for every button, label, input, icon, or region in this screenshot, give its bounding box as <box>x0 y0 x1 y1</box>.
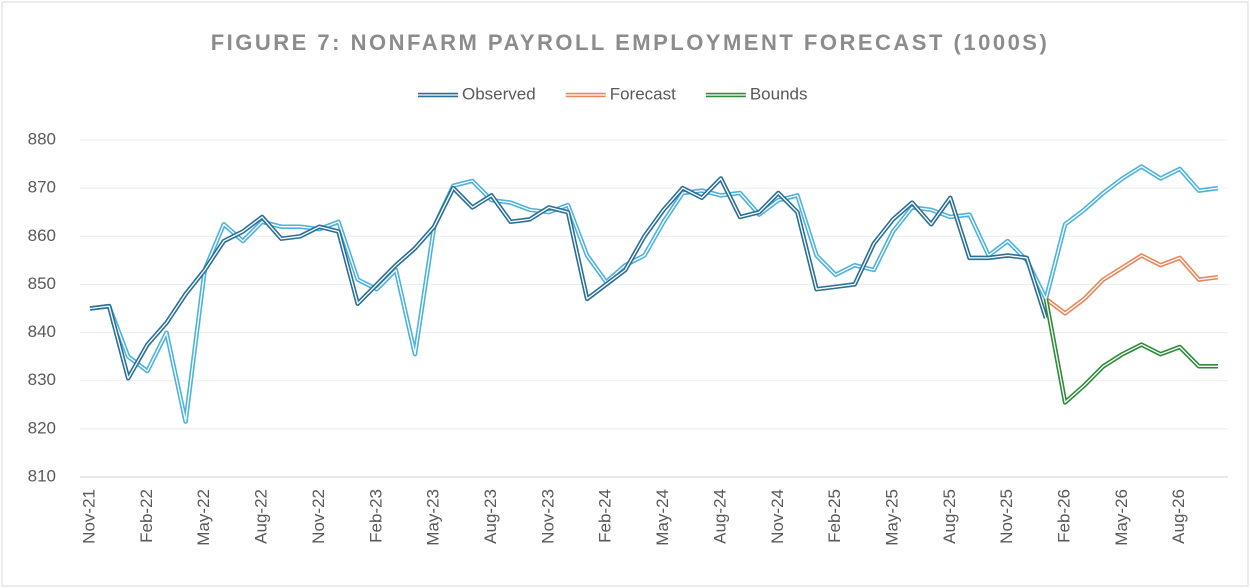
x-tick-label: Nov-21 <box>79 489 98 544</box>
x-tick-label: May-22 <box>194 489 213 546</box>
series-line-inner <box>89 177 1047 379</box>
x-tick-label: Aug-26 <box>1169 489 1188 544</box>
x-tick-label: Feb-25 <box>825 489 844 543</box>
x-tick-label: Aug-24 <box>710 489 729 544</box>
y-tick-label: 810 <box>28 466 56 485</box>
legend-label: Bounds <box>750 84 808 103</box>
chart-title: FIGURE 7: NONFARM PAYROLL EMPLOYMENT FOR… <box>211 30 1050 55</box>
x-tick-label: Feb-26 <box>1055 489 1074 543</box>
y-tick-label: 830 <box>28 370 56 389</box>
x-tick-label: Feb-22 <box>137 489 156 543</box>
x-tick-label: Aug-23 <box>481 489 500 544</box>
y-tick-label: 850 <box>28 274 56 293</box>
y-tick-label: 880 <box>28 129 56 148</box>
x-tick-label: Nov-23 <box>538 489 557 544</box>
y-tick-label: 840 <box>28 322 56 341</box>
legend-label: Forecast <box>610 84 676 103</box>
y-tick-label: 820 <box>28 418 56 437</box>
series-line-inner <box>1045 298 1218 404</box>
x-tick-label: Feb-23 <box>366 489 385 543</box>
x-tick-label: Aug-22 <box>252 489 271 544</box>
x-tick-label: May-24 <box>653 489 672 546</box>
x-tick-label: May-26 <box>1112 489 1131 546</box>
x-tick-label: Nov-22 <box>309 489 328 544</box>
y-tick-label: 870 <box>28 178 56 197</box>
x-tick-label: Nov-24 <box>768 489 787 544</box>
x-tick-label: May-23 <box>424 489 443 546</box>
x-tick-label: Feb-24 <box>596 489 615 543</box>
series-line-inner <box>1045 254 1219 314</box>
x-tick-label: May-25 <box>882 489 901 546</box>
y-tick-label: 860 <box>28 226 56 245</box>
legend-label: Observed <box>462 84 536 103</box>
x-tick-label: Nov-25 <box>997 489 1016 544</box>
x-tick-label: Aug-25 <box>940 489 959 544</box>
